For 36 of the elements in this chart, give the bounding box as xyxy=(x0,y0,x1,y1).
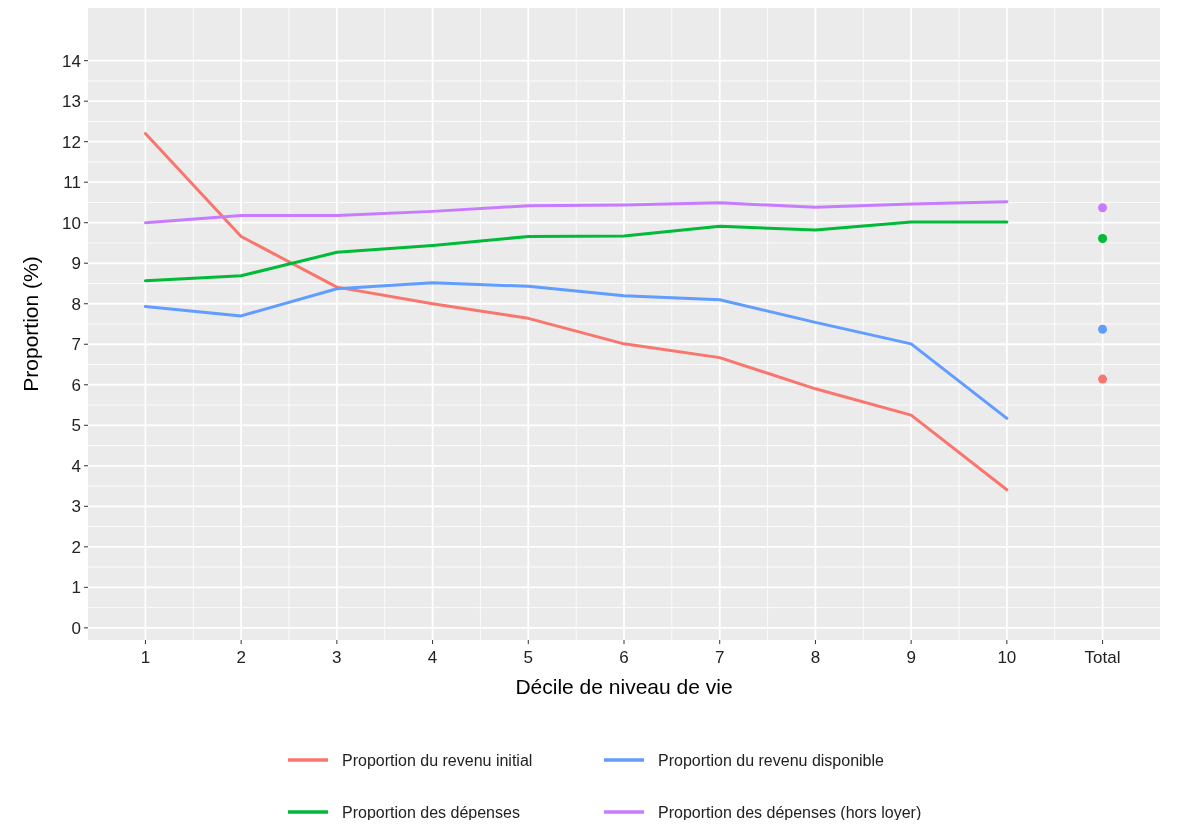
x-tick-label: 9 xyxy=(906,648,916,667)
x-tick-label: 2 xyxy=(236,648,246,667)
y-tick-label: 5 xyxy=(71,416,81,436)
line-series xyxy=(143,200,1009,225)
line-series xyxy=(143,220,1009,283)
y-tick-label: 2 xyxy=(71,537,81,557)
y-tick-label: 9 xyxy=(71,254,81,274)
y-tick-label: 13 xyxy=(62,92,81,112)
legend-label: Proportion des dépenses (hors loyer) xyxy=(658,803,922,821)
x-tick-label: 5 xyxy=(523,648,534,667)
x-tick-label: 4 xyxy=(427,648,438,667)
y-tick-label: 14 xyxy=(62,51,81,71)
y-tick-label: 6 xyxy=(71,375,81,395)
y-tick-label: 4 xyxy=(71,456,81,476)
x-axis-title: Décile de niveau de vie xyxy=(515,675,733,698)
line-series xyxy=(143,132,1009,492)
y-tick-label: 7 xyxy=(71,335,81,355)
y-tick-label: 8 xyxy=(71,294,81,314)
x-tick-label: 10 xyxy=(997,648,1017,667)
x-tick-label: 8 xyxy=(810,648,821,667)
line-series xyxy=(143,281,1009,420)
legend-label: Proportion des dépenses xyxy=(342,803,520,821)
y-tick-label: 10 xyxy=(62,213,81,233)
x-tick-label: Total xyxy=(1084,648,1121,667)
x-tick-label: 3 xyxy=(332,648,342,667)
y-tick-label: 11 xyxy=(63,173,81,193)
x-tick-label: 7 xyxy=(714,648,725,667)
y-tick-label: 3 xyxy=(71,497,81,517)
y-tick-label: 0 xyxy=(71,618,81,638)
y-tick-label: 1 xyxy=(71,578,81,598)
y-axis-title: Proportion (%) xyxy=(19,256,42,392)
legend-label: Proportion du revenu initial xyxy=(342,751,533,769)
legend-label: Proportion du revenu disponible xyxy=(658,751,885,769)
y-tick-label: 12 xyxy=(62,132,81,152)
x-tick-label: 1 xyxy=(140,648,151,667)
x-tick-label: 6 xyxy=(619,648,629,667)
